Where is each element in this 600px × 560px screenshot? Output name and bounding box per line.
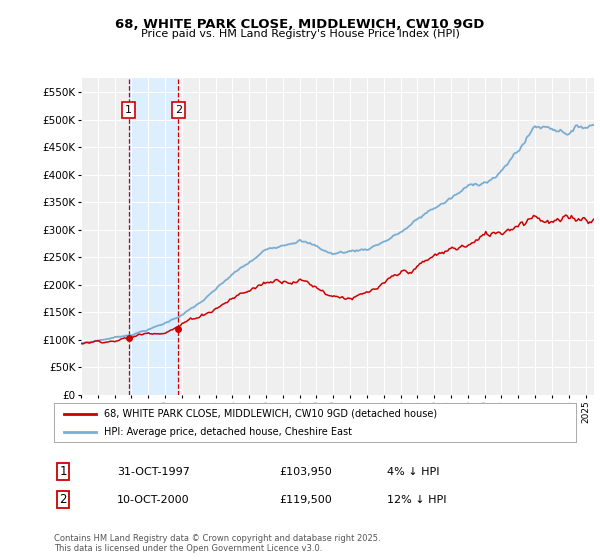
Text: £119,500: £119,500 xyxy=(279,494,332,505)
Text: 31-OCT-1997: 31-OCT-1997 xyxy=(117,466,190,477)
Text: Contains HM Land Registry data © Crown copyright and database right 2025.
This d: Contains HM Land Registry data © Crown c… xyxy=(54,534,380,553)
Text: 2: 2 xyxy=(59,493,67,506)
Text: 12% ↓ HPI: 12% ↓ HPI xyxy=(387,494,446,505)
Text: 1: 1 xyxy=(59,465,67,478)
Text: 1: 1 xyxy=(125,105,132,115)
Text: 10-OCT-2000: 10-OCT-2000 xyxy=(117,494,190,505)
Text: 68, WHITE PARK CLOSE, MIDDLEWICH, CW10 9GD (detached house): 68, WHITE PARK CLOSE, MIDDLEWICH, CW10 9… xyxy=(104,409,437,419)
Text: 4% ↓ HPI: 4% ↓ HPI xyxy=(387,466,439,477)
Text: Price paid vs. HM Land Registry's House Price Index (HPI): Price paid vs. HM Land Registry's House … xyxy=(140,29,460,39)
Text: HPI: Average price, detached house, Cheshire East: HPI: Average price, detached house, Ches… xyxy=(104,427,352,437)
Text: £103,950: £103,950 xyxy=(279,466,332,477)
Text: 68, WHITE PARK CLOSE, MIDDLEWICH, CW10 9GD: 68, WHITE PARK CLOSE, MIDDLEWICH, CW10 9… xyxy=(115,18,485,31)
Bar xyxy=(128,78,178,395)
Text: 2: 2 xyxy=(175,105,182,115)
